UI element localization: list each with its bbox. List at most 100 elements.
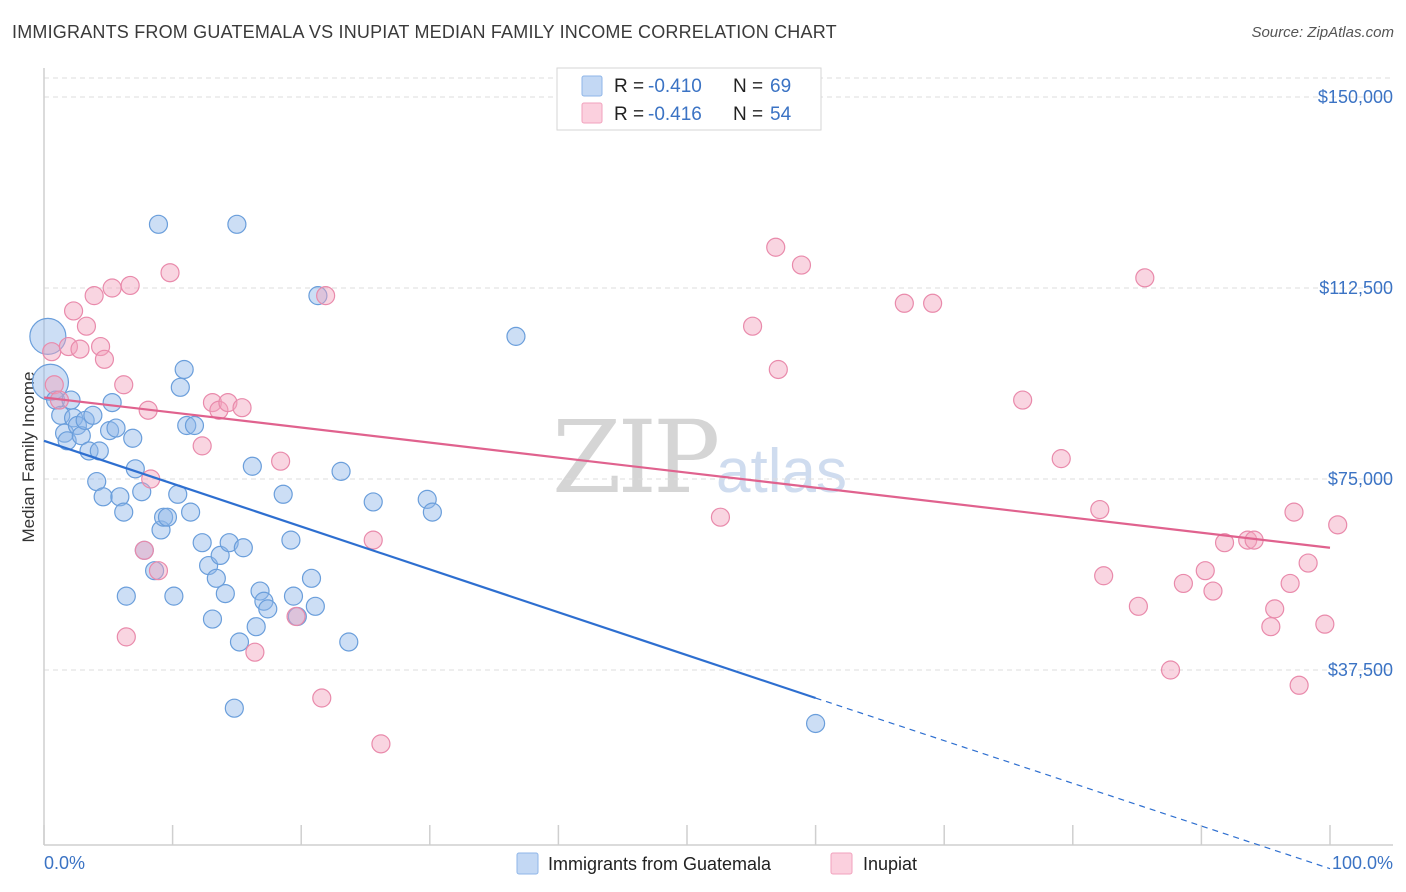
series-legend-swatch-guatemala bbox=[516, 852, 539, 875]
point-inupiat-1 bbox=[44, 375, 64, 395]
point-guatemala-17 bbox=[102, 393, 122, 413]
point-guatemala-51 bbox=[250, 581, 270, 601]
point-guatemala-56 bbox=[283, 586, 304, 606]
point-inupiat-20 bbox=[202, 393, 223, 413]
point-inupiat-46 bbox=[1195, 561, 1215, 581]
point-inupiat-32 bbox=[742, 316, 763, 336]
point-inupiat-33 bbox=[768, 359, 788, 380]
point-inupiat-56 bbox=[1298, 553, 1318, 573]
point-inupiat-39 bbox=[1051, 449, 1071, 469]
point-guatemala-67 bbox=[805, 713, 826, 734]
point-inupiat-51 bbox=[1261, 617, 1281, 637]
point-guatemala-36 bbox=[181, 502, 201, 522]
point-guatemala-30 bbox=[157, 507, 178, 527]
point-guatemala-21 bbox=[116, 586, 136, 606]
point-inupiat-45 bbox=[1173, 573, 1193, 594]
trend-line-inupiat bbox=[43, 396, 1331, 549]
x-tick-label-min: 0.0% bbox=[44, 853, 85, 873]
point-inupiat-37 bbox=[923, 293, 943, 313]
point-inupiat-58 bbox=[1328, 515, 1348, 535]
point-guatemala-31 bbox=[164, 586, 184, 606]
point-guatemala-47 bbox=[229, 632, 250, 652]
point-guatemala-58 bbox=[301, 568, 322, 588]
legend-n-label-1: N = bbox=[733, 76, 763, 97]
point-inupiat-25 bbox=[271, 451, 291, 471]
point-guatemala-0 bbox=[29, 317, 67, 355]
point-guatemala-15 bbox=[93, 487, 113, 507]
point-inupiat-5 bbox=[70, 339, 90, 359]
point-guatemala-18 bbox=[106, 418, 126, 438]
point-inupiat-6 bbox=[76, 316, 97, 336]
point-guatemala-60 bbox=[308, 286, 328, 306]
legend-r-label-1: R = bbox=[614, 76, 644, 97]
y-tick-label-1: $112,500 bbox=[1319, 278, 1393, 298]
point-inupiat-7 bbox=[84, 286, 104, 306]
legend-swatch-inupiat bbox=[581, 102, 603, 124]
trend-line-guatemala bbox=[43, 439, 816, 700]
point-guatemala-20 bbox=[114, 502, 134, 522]
point-guatemala-12 bbox=[83, 405, 103, 425]
point-inupiat-48 bbox=[1214, 533, 1235, 553]
point-inupiat-13 bbox=[120, 275, 140, 296]
point-inupiat-54 bbox=[1284, 502, 1304, 522]
point-guatemala-48 bbox=[233, 538, 253, 558]
point-guatemala-50 bbox=[246, 617, 266, 637]
point-inupiat-27 bbox=[312, 688, 332, 708]
legend-r-value-2: -0.416 bbox=[648, 104, 702, 125]
point-inupiat-23 bbox=[232, 398, 252, 418]
point-guatemala-54 bbox=[273, 484, 293, 504]
point-inupiat-26 bbox=[286, 606, 306, 627]
point-inupiat-41 bbox=[1094, 566, 1114, 586]
point-guatemala-62 bbox=[339, 632, 359, 652]
correlation-legend: R = -0.410 N = 69 R = -0.416 N = 54 bbox=[556, 67, 822, 131]
point-inupiat-9 bbox=[94, 349, 115, 369]
point-guatemala-27 bbox=[148, 214, 169, 234]
point-guatemala-11 bbox=[79, 441, 99, 461]
point-inupiat-22 bbox=[218, 393, 238, 413]
point-inupiat-4 bbox=[63, 301, 84, 321]
point-guatemala-35 bbox=[177, 415, 197, 436]
point-guatemala-41 bbox=[206, 568, 226, 588]
legend-n-label-2: N = bbox=[733, 104, 763, 125]
series-legend-swatch-inupiat bbox=[830, 852, 853, 875]
chart-title: IMMIGRANTS FROM GUATEMALA VS INUPIAT MED… bbox=[12, 22, 837, 42]
series-legend-label-guatemala: Immigrants from Guatemala bbox=[548, 854, 772, 874]
point-guatemala-53 bbox=[258, 599, 278, 619]
y-tick-label-0: $150,000 bbox=[1318, 87, 1393, 107]
point-inupiat-31 bbox=[710, 507, 731, 527]
y-axis-label: Median Family Income bbox=[19, 371, 38, 542]
legend-n-value-1: 69 bbox=[770, 76, 791, 97]
legend-swatch-guatemala bbox=[581, 75, 603, 97]
point-guatemala-61 bbox=[331, 461, 351, 481]
point-guatemala-33 bbox=[170, 377, 190, 397]
point-inupiat-52 bbox=[1265, 599, 1285, 619]
point-inupiat-17 bbox=[148, 561, 169, 581]
point-guatemala-64 bbox=[417, 489, 437, 509]
point-inupiat-28 bbox=[316, 286, 336, 306]
x-axis-ticks bbox=[43, 825, 1331, 845]
point-inupiat-53 bbox=[1280, 573, 1300, 594]
point-inupiat-47 bbox=[1203, 581, 1223, 601]
point-guatemala-40 bbox=[202, 609, 223, 629]
trend-line-guatemala-extension bbox=[815, 697, 1331, 870]
point-inupiat-38 bbox=[1013, 390, 1033, 410]
watermark: ZIP atlas bbox=[552, 399, 847, 516]
legend-n-value-2: 54 bbox=[770, 104, 792, 125]
series-legend-label-inupiat: Inupiat bbox=[863, 854, 917, 874]
point-guatemala-5 bbox=[57, 431, 77, 451]
point-inupiat-18 bbox=[160, 263, 180, 283]
y-tick-label-2: $75,000 bbox=[1328, 469, 1393, 489]
point-inupiat-12 bbox=[116, 627, 136, 647]
point-guatemala-44 bbox=[219, 533, 239, 553]
point-inupiat-10 bbox=[102, 278, 122, 298]
point-guatemala-34 bbox=[174, 359, 194, 380]
x-tick-label-max: 100.0% bbox=[1332, 853, 1393, 873]
point-guatemala-63 bbox=[363, 492, 383, 512]
data-points bbox=[29, 214, 1348, 754]
point-guatemala-22 bbox=[123, 428, 143, 448]
point-guatemala-43 bbox=[215, 583, 235, 604]
point-inupiat-29 bbox=[363, 530, 383, 550]
point-guatemala-45 bbox=[224, 698, 244, 718]
point-guatemala-65 bbox=[422, 502, 442, 522]
